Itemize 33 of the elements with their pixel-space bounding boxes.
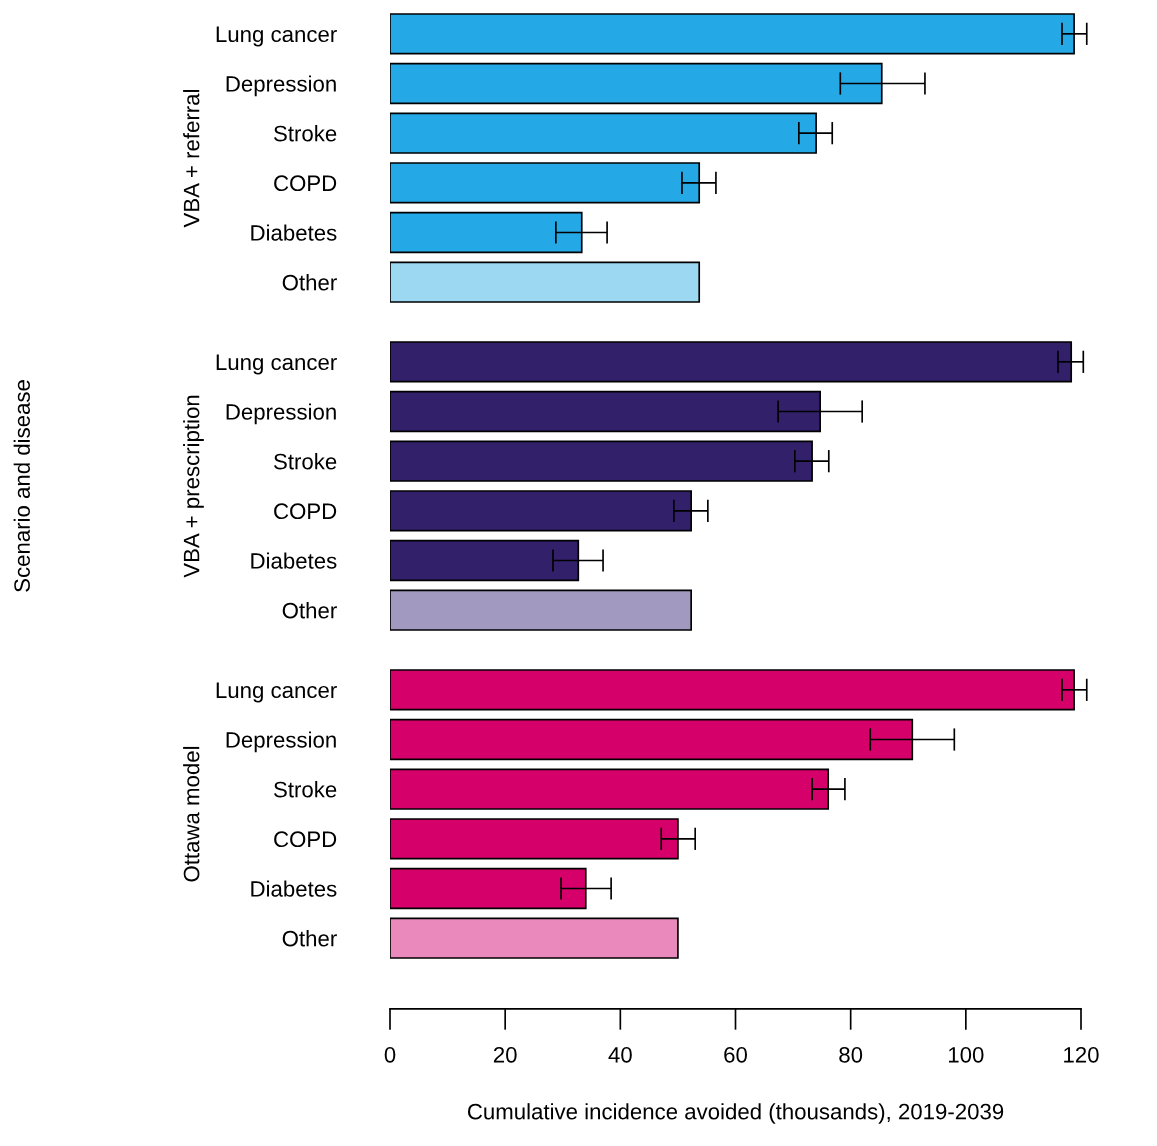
x-tick-label: 40: [608, 1046, 632, 1063]
x-axis-title: Cumulative incidence avoided (thousands), 2019-2039: [467, 1103, 1004, 1124]
y-tick-label: Stroke: [274, 781, 337, 798]
y-tick-label: Lung cancer: [216, 682, 337, 703]
y-axis-title: VBA + referral: [183, 90, 200, 228]
y-tick-label: Diabetes: [251, 552, 337, 569]
y-axis-title: VBA + prescription: [183, 395, 204, 578]
x-tick-label: 20: [493, 1046, 517, 1063]
y-tick-label: Stroke: [274, 125, 337, 142]
bar: [390, 917, 679, 959]
x-tick-label: 120: [1064, 1046, 1099, 1063]
y-tick-label: Depression: [226, 731, 336, 753]
text: Scenario and disease: [13, 380, 30, 592]
y-tick-label: COPD: [274, 175, 337, 192]
y-tick-label: Diabetes: [251, 224, 337, 241]
y-tick-label: Lung cancer: [216, 354, 337, 375]
y-tick-label: Other: [282, 930, 337, 947]
y-tick-label: Lung cancer: [216, 26, 337, 47]
y-axis-title: Ottawa model: [183, 746, 200, 882]
y-tick-label: Diabetes: [251, 880, 337, 897]
y-tick-label: Stroke: [274, 453, 337, 470]
y-tick-label: COPD: [274, 503, 337, 520]
x-tick-label: 100: [948, 1046, 984, 1063]
x-tick-label: 60: [724, 1046, 747, 1063]
x-tick-label: 0: [384, 1046, 396, 1063]
y-tick-label: Depression: [226, 75, 336, 97]
x-tick-label: 80: [839, 1046, 863, 1063]
y-tick-label: Depression: [226, 403, 336, 425]
y-tick-label: Other: [282, 602, 337, 619]
y-tick-label: COPD: [274, 831, 337, 848]
y-tick-label: Other: [282, 274, 337, 291]
bar: [390, 261, 701, 303]
bar: [390, 589, 692, 631]
